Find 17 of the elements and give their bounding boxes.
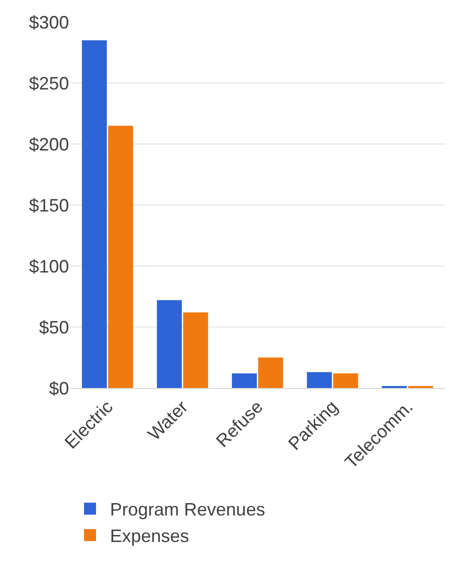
legend-label: Program Revenues [110,500,266,520]
y-tick-label: $0 [48,378,69,398]
bar [82,40,107,388]
bar [333,373,358,388]
legend-label: Expenses [110,526,190,546]
bar [232,373,257,388]
bar [156,300,182,388]
y-tick-label: $200 [28,134,69,154]
y-tick-label: $100 [28,256,69,276]
y-tick-label: $50 [38,317,69,338]
bar [108,126,134,388]
y-tick-label: $250 [28,73,69,94]
bar [306,372,332,388]
y-tick-label: $150 [28,195,69,216]
y-tick-label: $300 [28,12,69,32]
bar [258,358,284,388]
bar [183,312,208,388]
